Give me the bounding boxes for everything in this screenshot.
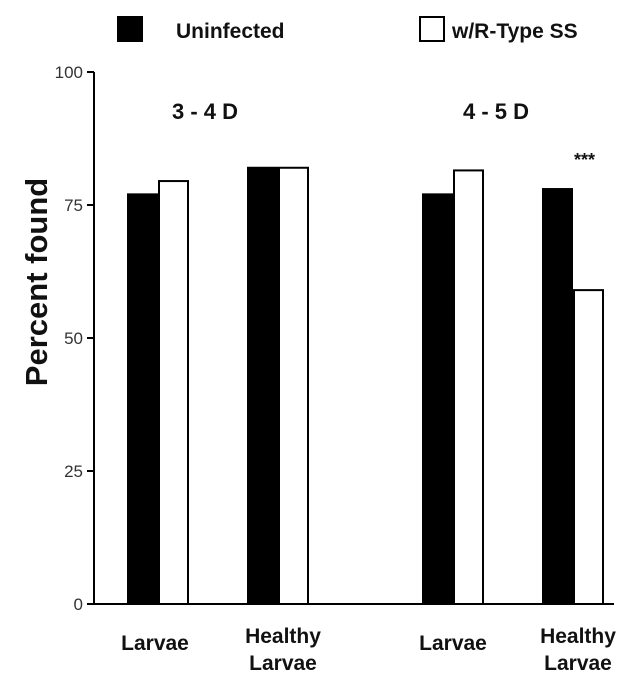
category-labels: 3 - 4 D 4 - 5 D Larvae Healthy Larvae Larvae H… bbox=[121, 99, 616, 675]
bar-rtype-4 bbox=[573, 289, 604, 605]
x-tick-label: Larvae bbox=[249, 652, 317, 675]
y-tick-label: 0 bbox=[74, 595, 83, 614]
bar-rtype-1 bbox=[158, 180, 189, 605]
y-tick-label: 50 bbox=[64, 329, 83, 348]
y-tick-label: 25 bbox=[64, 462, 83, 481]
legend-swatch-uninfected bbox=[117, 16, 143, 42]
bar-uninfected-1 bbox=[127, 193, 158, 606]
group-label: 3 - 4 D bbox=[172, 99, 238, 124]
bar-uninfected-2 bbox=[247, 166, 278, 605]
x-tick-label: Healthy bbox=[540, 625, 616, 648]
significance-annotation: *** bbox=[574, 150, 595, 170]
x-tick-label: Healthy bbox=[245, 625, 321, 648]
y-tick-label: 100 bbox=[55, 63, 83, 82]
legend: Uninfected w/R-Type SS bbox=[117, 16, 578, 43]
bars: *** bbox=[127, 150, 604, 606]
bar-rtype-2 bbox=[278, 166, 309, 605]
x-tick-label: Larvae bbox=[419, 632, 487, 655]
legend-label: Uninfected bbox=[176, 20, 285, 43]
y-axis-label: Percent found bbox=[19, 178, 54, 386]
bar-rtype-3 bbox=[453, 169, 484, 605]
bar-uninfected-4 bbox=[542, 188, 573, 605]
x-tick-label: Larvae bbox=[544, 652, 612, 675]
legend-label: w/R-Type SS bbox=[451, 20, 578, 43]
legend-swatch-rtype bbox=[419, 16, 445, 42]
group-label: 4 - 5 D bbox=[463, 99, 529, 124]
bar-uninfected-3 bbox=[422, 193, 453, 606]
y-tick-label: 75 bbox=[64, 196, 83, 215]
x-tick-label: Larvae bbox=[121, 632, 189, 655]
